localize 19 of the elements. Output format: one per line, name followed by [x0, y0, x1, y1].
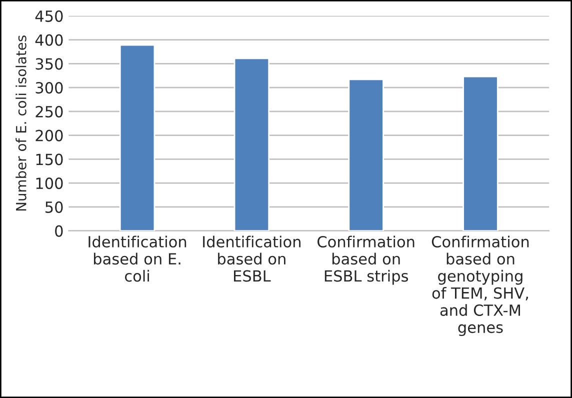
- y-tick-label: 0: [55, 225, 63, 237]
- bar: [348, 78, 384, 231]
- y-tick-label: 300: [36, 82, 63, 94]
- y-tick-label: 400: [35, 34, 63, 46]
- y-tick-label: 350: [36, 58, 63, 70]
- y-tick-label: 200: [36, 130, 63, 142]
- y-tick-label: 50: [46, 201, 63, 213]
- y-tick-label: 450: [35, 10, 63, 22]
- y-tick-label: 150: [36, 154, 63, 166]
- x-tick-label: Confirmation based on genotyping of TEM, SHV, and CTX-M genes: [432, 236, 529, 336]
- y-tick-label: 100: [36, 178, 63, 190]
- y-axis-title: Number of E. coli isolates: [16, 36, 26, 211]
- bar: [119, 44, 156, 231]
- y-tick-label: 250: [36, 106, 63, 118]
- x-tick-label: Confirmation based on ESBL strips: [318, 236, 414, 285]
- x-tick-label: Identification based on ESBL: [203, 236, 300, 282]
- x-tick-label: Identification based on E. coli: [88, 236, 186, 282]
- bar: [462, 76, 498, 231]
- bar: [234, 58, 270, 231]
